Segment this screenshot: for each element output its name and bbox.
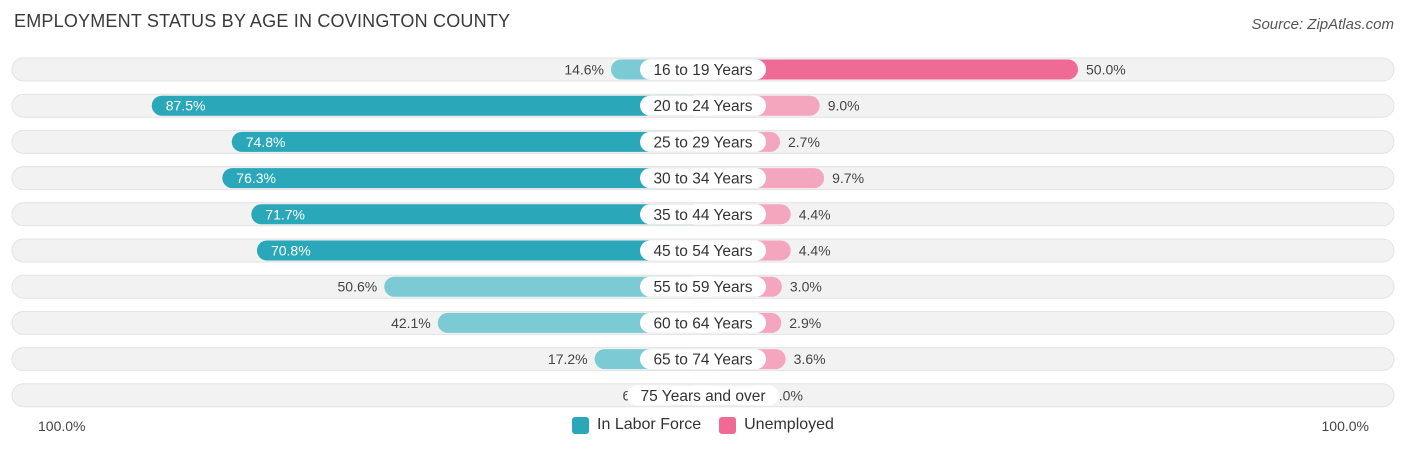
- category-label: 16 to 19 Years: [653, 62, 752, 79]
- bar-labor-force: [251, 204, 704, 225]
- category-pill: [640, 349, 766, 370]
- bar-labor-force: [151, 95, 703, 116]
- value-label-unemployed: 3.0%: [790, 279, 822, 295]
- category-label: 75 Years and over: [641, 388, 766, 405]
- legend-swatch-unemployed: [719, 416, 737, 434]
- value-label-unemployed: 3.6%: [794, 351, 826, 367]
- category-pill: [640, 131, 766, 152]
- value-label-labor-force: 14.6%: [564, 62, 604, 78]
- legend-label-unemployed: Unemployed: [744, 416, 834, 433]
- value-label-unemployed: 50.0%: [1086, 62, 1126, 78]
- source-credit: Source: ZipAtlas.com: [1251, 16, 1394, 33]
- legend: In Labor Force Unemployed: [0, 416, 1406, 434]
- category-pill: [640, 312, 766, 333]
- value-label-labor-force: 76.3%: [236, 170, 276, 186]
- value-label-unemployed: 2.9%: [789, 315, 821, 331]
- value-label-labor-force: 87.5%: [166, 98, 206, 114]
- category-pill: [640, 204, 766, 225]
- category-label: 60 to 64 Years: [653, 315, 752, 332]
- value-label-unemployed: 9.7%: [832, 170, 864, 186]
- category-label: 65 to 74 Years: [653, 352, 752, 369]
- legend-item-unemployed[interactable]: Unemployed: [719, 416, 834, 434]
- value-label-labor-force: 17.2%: [548, 351, 588, 367]
- category-pill: [640, 276, 766, 297]
- bar-unemployed: [703, 59, 1078, 80]
- category-pill: [627, 385, 779, 406]
- category-label: 45 to 54 Years: [653, 243, 752, 260]
- value-label-labor-force: 70.8%: [271, 243, 311, 259]
- axis-right-label: 100.0%: [1321, 418, 1369, 434]
- bar-labor-force: [231, 131, 703, 152]
- category-pill: [640, 59, 766, 80]
- legend-item-labor[interactable]: In Labor Force: [572, 416, 701, 434]
- bar-labor-force: [384, 276, 703, 297]
- category-label: 20 to 24 Years: [653, 98, 752, 115]
- category-pill: [640, 168, 766, 189]
- value-label-unemployed: 9.0%: [828, 98, 860, 114]
- value-label-labor-force: 50.6%: [338, 279, 378, 295]
- category-label: 35 to 44 Years: [653, 207, 752, 224]
- value-label-unemployed: 4.4%: [799, 243, 831, 259]
- bar-labor-force: [222, 168, 703, 189]
- chart-title: EMPLOYMENT STATUS BY AGE IN COVINGTON CO…: [14, 11, 511, 31]
- category-pill: [640, 240, 766, 261]
- value-label-unemployed: 2.7%: [788, 134, 820, 150]
- category-pill: [640, 95, 766, 116]
- value-label-labor-force: 74.8%: [246, 134, 286, 150]
- category-label: 25 to 29 Years: [653, 134, 752, 151]
- value-label-labor-force: 42.1%: [391, 315, 431, 331]
- value-label-labor-force: 71.7%: [265, 206, 305, 222]
- category-label: 55 to 59 Years: [653, 279, 752, 296]
- legend-label-labor: In Labor Force: [597, 416, 702, 433]
- bar-labor-force: [437, 312, 703, 333]
- axis-left-label: 100.0%: [38, 418, 86, 434]
- legend-swatch-labor: [572, 416, 590, 434]
- value-label-unemployed: 4.4%: [799, 206, 831, 222]
- category-label: 30 to 34 Years: [653, 171, 752, 188]
- bar-labor-force: [256, 240, 703, 261]
- value-label-unemployed: 0.0%: [771, 387, 803, 403]
